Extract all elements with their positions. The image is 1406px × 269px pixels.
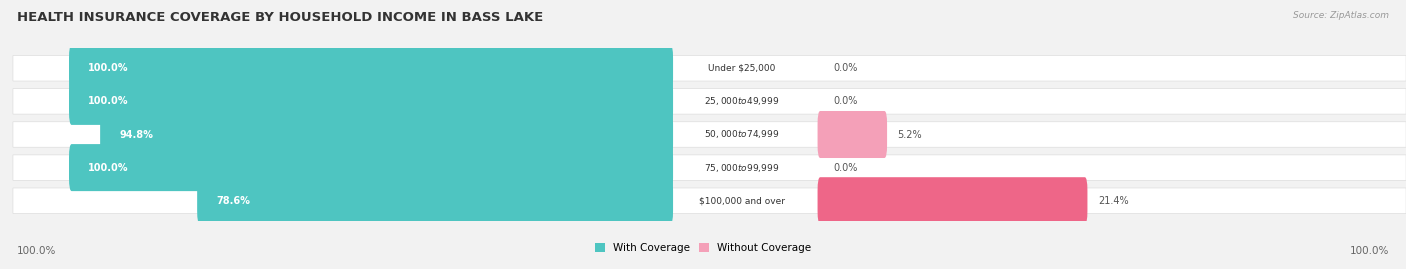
Text: 100.0%: 100.0% (87, 162, 128, 173)
FancyBboxPatch shape (69, 144, 673, 191)
Text: 78.6%: 78.6% (217, 196, 250, 206)
Text: 0.0%: 0.0% (834, 63, 858, 73)
FancyBboxPatch shape (13, 155, 1406, 180)
Text: $50,000 to $74,999: $50,000 to $74,999 (704, 129, 780, 140)
Text: 0.0%: 0.0% (834, 96, 858, 107)
Text: 21.4%: 21.4% (1098, 196, 1129, 206)
FancyBboxPatch shape (197, 177, 673, 224)
Text: Under $25,000: Under $25,000 (709, 64, 776, 73)
Text: 100.0%: 100.0% (87, 63, 128, 73)
Text: Source: ZipAtlas.com: Source: ZipAtlas.com (1294, 11, 1389, 20)
FancyBboxPatch shape (13, 55, 1406, 81)
Text: 100.0%: 100.0% (1350, 246, 1389, 256)
FancyBboxPatch shape (13, 122, 1406, 147)
Text: $100,000 and over: $100,000 and over (699, 196, 785, 205)
Text: 0.0%: 0.0% (834, 162, 858, 173)
Text: 94.8%: 94.8% (120, 129, 153, 140)
Text: 5.2%: 5.2% (897, 129, 922, 140)
Text: $75,000 to $99,999: $75,000 to $99,999 (704, 162, 780, 174)
FancyBboxPatch shape (69, 45, 673, 92)
Text: 100.0%: 100.0% (87, 96, 128, 107)
Text: 100.0%: 100.0% (17, 246, 56, 256)
FancyBboxPatch shape (100, 111, 673, 158)
FancyBboxPatch shape (817, 111, 887, 158)
Text: $25,000 to $49,999: $25,000 to $49,999 (704, 95, 780, 107)
Legend: With Coverage, Without Coverage: With Coverage, Without Coverage (595, 243, 811, 253)
FancyBboxPatch shape (13, 188, 1406, 214)
FancyBboxPatch shape (13, 89, 1406, 114)
FancyBboxPatch shape (817, 177, 1087, 224)
FancyBboxPatch shape (69, 78, 673, 125)
Text: HEALTH INSURANCE COVERAGE BY HOUSEHOLD INCOME IN BASS LAKE: HEALTH INSURANCE COVERAGE BY HOUSEHOLD I… (17, 11, 543, 24)
